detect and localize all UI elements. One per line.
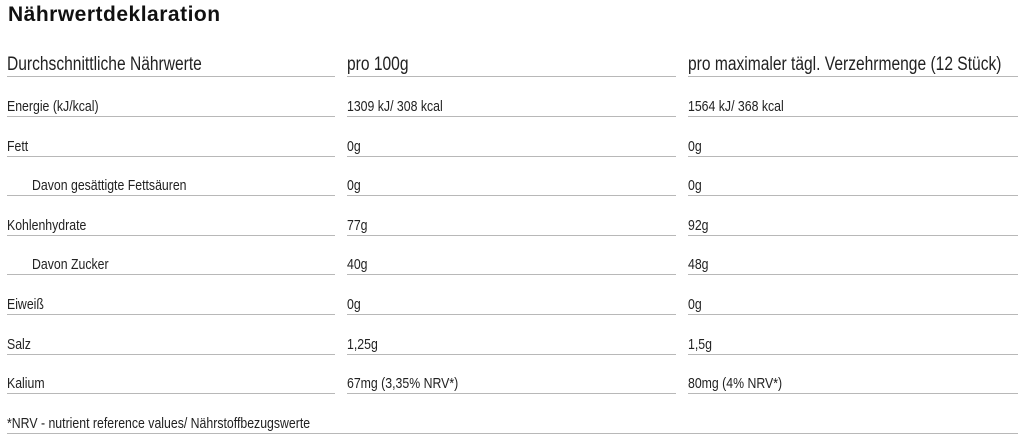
table-cell: 48g <box>688 252 1018 276</box>
table-cell: Davon Zucker <box>7 252 335 276</box>
table-cell: 77g <box>347 213 676 236</box>
cell-text: 0g <box>347 296 361 313</box>
table-row: Energie (kJ/kcal) 1309 kJ/ 308 kcal 1564 k… <box>0 95 1024 117</box>
table-cell: Durchschnittliche Nährwerte <box>7 54 335 77</box>
table-cell: 80mg (4% NRV*) <box>688 371 1018 395</box>
cell-text: 77g <box>347 216 368 234</box>
cell-text: pro 100g <box>347 54 409 75</box>
table-cell: Fett <box>7 134 335 157</box>
table-row: Fett 0g 0g <box>0 135 1024 157</box>
cell-text: 92g <box>688 216 709 234</box>
table-cell: 0g <box>347 173 676 197</box>
cell-text: 1564 kJ/ 368 kcal <box>688 98 784 115</box>
table-cell: pro maximaler tägl. Verzehrmenge (12 Stü… <box>688 54 1018 77</box>
cell-text: 1309 kJ/ 308 kcal <box>347 98 443 115</box>
table-row: Davon Zucker 40g 48g <box>0 252 1024 276</box>
cell-text: Energie (kJ/kcal) <box>7 98 99 115</box>
table-row: Kalium 67mg (3,35% NRV*) 80mg (4% NRV*) <box>0 371 1024 395</box>
cell-text: 0g <box>688 177 702 195</box>
table-cell: 1,25g <box>347 332 676 355</box>
cell-text: Kalium <box>7 375 45 393</box>
table-row: Eiweiß 0g 0g <box>0 293 1024 315</box>
table-cell: Davon gesättigte Fettsäuren <box>7 173 335 197</box>
table-cell: 0g <box>688 173 1018 197</box>
cell-text: 0g <box>347 137 361 155</box>
cell-text: 80mg (4% NRV*) <box>688 375 783 393</box>
cell-text: 1,25g <box>347 335 378 353</box>
table-cell: Kohlenhydrate <box>7 213 335 236</box>
table-cell: 0g <box>688 292 1018 315</box>
cell-text: 67mg (3,35% NRV*) <box>347 375 459 393</box>
footnote-row: *NRV - nutrient reference values/ Nährst… <box>0 412 1024 434</box>
footnote-cell: *NRV - nutrient reference values/ Nährst… <box>7 411 1018 434</box>
cell-text: Salz <box>7 335 31 353</box>
table-cell: 0g <box>347 134 676 157</box>
table-row: Davon gesättigte Fettsäuren 0g 0g <box>0 173 1024 197</box>
table-cell: Kalium <box>7 371 335 395</box>
cell-text: 0g <box>688 296 702 313</box>
table-cell: 0g <box>347 292 676 315</box>
title: Nährwertdeklaration <box>8 3 221 26</box>
footnote: *NRV - nutrient reference values/ Nährst… <box>7 415 311 432</box>
table-row: Salz 1,25g 1,5g <box>0 333 1024 355</box>
table-cell: 40g <box>347 252 676 276</box>
table-cell: 67mg (3,35% NRV*) <box>347 371 676 395</box>
cell-text: Kohlenhydrate <box>7 216 87 234</box>
cell-text: Davon gesättigte Fettsäuren <box>32 177 187 195</box>
cell-text: 0g <box>688 137 702 155</box>
table-cell: 1564 kJ/ 368 kcal <box>688 94 1018 117</box>
cell-text: Durchschnittliche Nährwerte <box>7 54 202 75</box>
table-cell: 1309 kJ/ 308 kcal <box>347 94 676 117</box>
cell-text: Davon Zucker <box>32 256 109 274</box>
table-cell: pro 100g <box>347 54 676 77</box>
table-cell: 1,5g <box>688 332 1018 355</box>
cell-text: Eiweiß <box>7 296 44 313</box>
cell-text: Fett <box>7 137 29 155</box>
table-cell: Energie (kJ/kcal) <box>7 94 335 117</box>
table-row: Durchschnittliche Nährwerte pro 100g pro m… <box>0 54 1024 77</box>
table-cell: Salz <box>7 332 335 355</box>
table-row: Kohlenhydrate 77g 92g <box>0 214 1024 236</box>
cell-text: 40g <box>347 256 368 274</box>
cell-text: 1,5g <box>688 335 712 353</box>
table-cell: 0g <box>688 134 1018 157</box>
cell-text: 48g <box>688 256 709 274</box>
table-cell: Eiweiß <box>7 292 335 315</box>
cell-text: 0g <box>347 177 361 195</box>
cell-text: pro maximaler tägl. Verzehrmenge (12 Stü… <box>688 54 1002 75</box>
table-cell: 92g <box>688 213 1018 236</box>
